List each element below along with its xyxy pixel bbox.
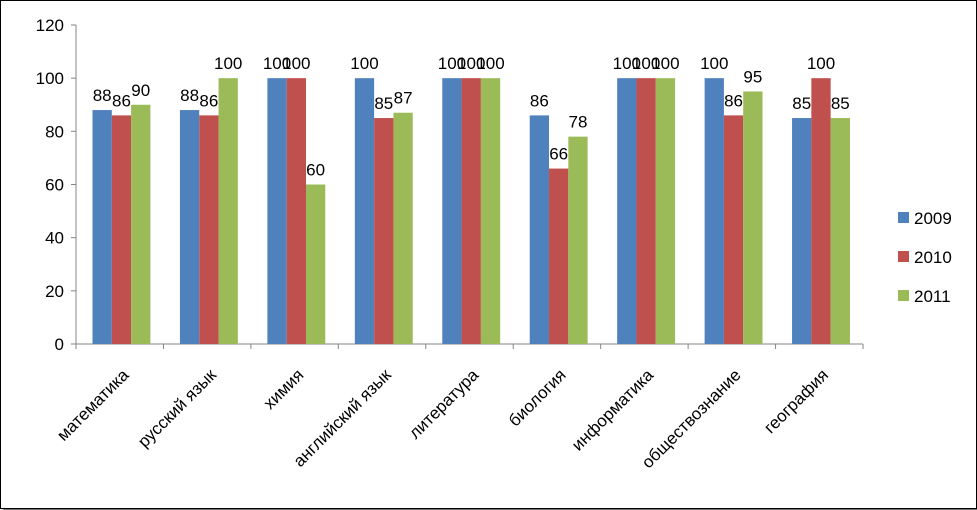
data-label: 95 <box>743 67 762 86</box>
data-label: 100 <box>651 54 679 73</box>
data-label: 85 <box>792 94 811 113</box>
y-tick-label: 100 <box>36 69 64 88</box>
bar <box>743 91 763 344</box>
x-tick-label: математика <box>53 365 133 445</box>
data-label: 100 <box>350 54 378 73</box>
x-tick-label: химия <box>260 365 308 413</box>
x-tick-label: биология <box>505 365 570 430</box>
data-label: 60 <box>306 161 325 180</box>
data-label: 90 <box>131 81 150 100</box>
bar <box>655 78 676 345</box>
y-tick-label: 80 <box>45 122 64 141</box>
bar <box>549 168 569 344</box>
bar <box>704 78 724 345</box>
x-tick-label: английский язык <box>290 365 396 471</box>
bar <box>636 78 656 345</box>
data-label: 86 <box>530 91 549 110</box>
data-label: 66 <box>549 145 568 164</box>
bar <box>461 78 481 345</box>
bar <box>111 115 132 344</box>
data-label: 100 <box>476 54 504 73</box>
bar <box>723 115 744 344</box>
x-tick-label: информатика <box>568 365 658 455</box>
bar <box>286 78 306 345</box>
data-label: 87 <box>394 89 413 108</box>
legend-label: 2010 <box>914 248 952 267</box>
bar <box>811 78 831 345</box>
bar <box>830 118 850 345</box>
bar <box>305 184 326 344</box>
data-label: 100 <box>457 54 485 73</box>
bar <box>480 78 501 345</box>
bar <box>267 78 287 345</box>
y-tick-label: 120 <box>36 16 64 35</box>
data-label: 100 <box>263 54 291 73</box>
legend-swatch <box>898 290 909 301</box>
data-label: 85 <box>374 94 393 113</box>
legend-label: 2009 <box>914 209 952 228</box>
data-label: 100 <box>632 54 660 73</box>
x-tick-label: русский язык <box>134 365 220 451</box>
data-label: 100 <box>613 54 641 73</box>
data-label: 86 <box>199 91 218 110</box>
data-label: 78 <box>569 113 588 132</box>
legend-swatch <box>898 212 909 223</box>
x-tick-label: литература <box>405 365 483 443</box>
legend: 2009 2010 2011 <box>898 209 952 306</box>
bar <box>218 78 238 345</box>
y-tick-label: 60 <box>45 176 64 195</box>
bar <box>374 118 394 345</box>
bar <box>131 104 151 344</box>
x-tick-label: география <box>760 365 832 437</box>
data-label: 100 <box>214 54 242 73</box>
data-label: 100 <box>807 54 835 73</box>
bar <box>393 112 413 344</box>
bar <box>792 118 812 345</box>
bar <box>199 115 219 344</box>
bar <box>617 78 637 345</box>
bar <box>354 78 375 345</box>
data-label: 100 <box>700 54 728 73</box>
y-tick-label: 40 <box>45 229 64 248</box>
data-label: 100 <box>282 54 310 73</box>
bars <box>92 78 850 345</box>
data-label: 100 <box>438 54 466 73</box>
bar <box>92 110 112 344</box>
data-label: 88 <box>93 86 112 105</box>
data-label: 86 <box>724 91 743 110</box>
legend-swatch <box>898 251 909 262</box>
bar <box>529 115 550 344</box>
bar <box>179 110 200 344</box>
data-label: 86 <box>112 91 131 110</box>
bar <box>568 136 588 344</box>
data-label: 88 <box>180 86 199 105</box>
bar <box>442 78 462 345</box>
y-tick-label: 0 <box>55 335 64 354</box>
data-label: 85 <box>831 94 850 113</box>
y-tick-label: 20 <box>45 282 64 301</box>
legend-label: 2011 <box>914 287 951 306</box>
